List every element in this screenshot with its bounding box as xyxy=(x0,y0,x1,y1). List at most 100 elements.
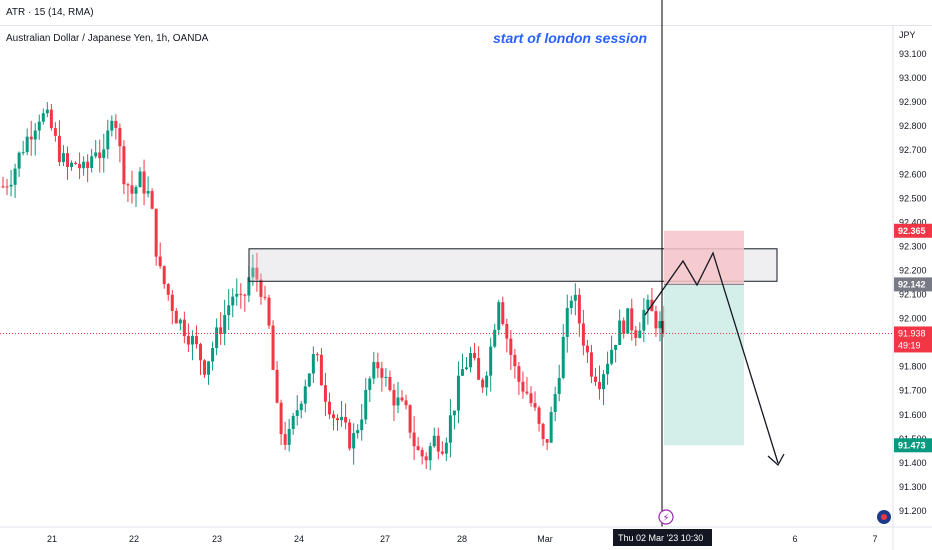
candle-body xyxy=(170,294,174,311)
entry-price-label-bg xyxy=(894,277,932,292)
candle-body xyxy=(493,329,497,347)
candle-body xyxy=(86,161,90,169)
london-session-annotation[interactable]: start of london session xyxy=(493,30,648,46)
candle-body xyxy=(255,267,259,280)
projection-path xyxy=(644,251,779,464)
candle-body xyxy=(481,379,485,388)
stop-price-label: 91.473 xyxy=(898,440,926,450)
candle-body xyxy=(509,338,513,355)
currency-label: JPY xyxy=(899,30,916,40)
candle-body xyxy=(658,321,662,329)
candle-body xyxy=(452,410,456,416)
candle-body xyxy=(138,171,142,188)
candle-body xyxy=(581,323,585,346)
candle-body xyxy=(154,208,158,257)
candle-body xyxy=(90,156,94,169)
candle-body xyxy=(323,385,327,402)
candle-body xyxy=(440,451,444,454)
candle-body xyxy=(344,416,348,423)
candle-body xyxy=(465,367,469,370)
candle-body xyxy=(94,152,98,157)
candle-body xyxy=(549,411,553,443)
candle-body xyxy=(384,376,388,378)
price-tick: 93.000 xyxy=(899,73,927,83)
current-price-bg xyxy=(894,326,932,353)
candle-body xyxy=(569,300,573,308)
candle-body xyxy=(436,435,440,452)
candle-body xyxy=(400,397,404,401)
price-tick: 92.400 xyxy=(899,217,927,227)
candle-body xyxy=(557,377,561,394)
candle-body xyxy=(271,325,275,370)
candle-body xyxy=(444,442,448,454)
candle-body xyxy=(53,128,57,136)
candle-body xyxy=(593,376,597,382)
time-tick: 23 xyxy=(212,534,222,544)
candle-body xyxy=(118,127,122,147)
candle-body xyxy=(239,293,243,295)
candle-body xyxy=(598,381,602,390)
candle-body xyxy=(227,305,231,316)
candle-body xyxy=(525,391,529,394)
candle-body xyxy=(460,369,464,376)
candle-body xyxy=(388,376,392,391)
candle-body xyxy=(166,284,170,295)
candle-body xyxy=(634,330,638,338)
price-tick: 91.700 xyxy=(899,386,927,396)
candle-body xyxy=(545,439,549,443)
candle-body xyxy=(585,345,589,353)
candle-body xyxy=(432,435,436,447)
candle-body xyxy=(291,415,295,430)
candle-body xyxy=(315,354,319,356)
take-profit-label: 92.365 xyxy=(898,226,926,236)
candle-body xyxy=(408,405,412,433)
candle-body xyxy=(565,307,569,337)
price-tick: 92.300 xyxy=(899,241,927,251)
candle-body xyxy=(74,162,78,165)
price-tick: 92.500 xyxy=(899,193,927,203)
time-tick: 28 xyxy=(457,534,467,544)
candle-body xyxy=(497,302,501,330)
price-tick: 92.800 xyxy=(899,121,927,131)
overlays: ⚡ xyxy=(0,0,893,527)
candle-body xyxy=(295,410,299,416)
candle-body xyxy=(505,324,509,339)
candle-body xyxy=(521,381,525,392)
candle-body xyxy=(360,419,364,431)
atr-indicator-label[interactable]: ATR · 15 (14, RMA) xyxy=(6,7,94,18)
candle-body xyxy=(182,319,186,337)
candle-body xyxy=(106,130,110,150)
candle-body xyxy=(448,415,452,443)
candle-body xyxy=(529,393,533,404)
countdown-label: 49:19 xyxy=(898,340,921,350)
candle-body xyxy=(114,120,118,128)
flag-icon-center xyxy=(881,514,887,520)
candle-body xyxy=(424,456,428,461)
candle-body xyxy=(219,327,223,334)
candle-body xyxy=(247,277,251,296)
crosshair-time-label: Thu 02 Mar '23 10:30 xyxy=(618,533,703,543)
stop-price-label-bg xyxy=(894,438,932,453)
candle-body xyxy=(485,375,489,388)
candle-body xyxy=(130,185,134,194)
candle-body xyxy=(537,407,541,424)
stop-zone xyxy=(664,284,744,446)
candle-body xyxy=(473,353,477,359)
candle-body xyxy=(186,336,190,345)
candle-body xyxy=(275,369,279,403)
candle-body xyxy=(517,366,521,382)
candle-body xyxy=(203,360,207,375)
time-tick: 6 xyxy=(792,534,797,544)
time-tick: 21 xyxy=(47,534,57,544)
candle-body xyxy=(416,446,420,450)
candle-body xyxy=(356,430,360,434)
candles xyxy=(1,102,666,471)
candle-body xyxy=(110,120,114,131)
candle-body xyxy=(13,168,17,185)
candle-body xyxy=(174,310,178,324)
candle-body xyxy=(1,186,5,188)
candle-body xyxy=(211,348,215,362)
candle-body xyxy=(243,294,247,296)
candle-body xyxy=(307,373,311,387)
